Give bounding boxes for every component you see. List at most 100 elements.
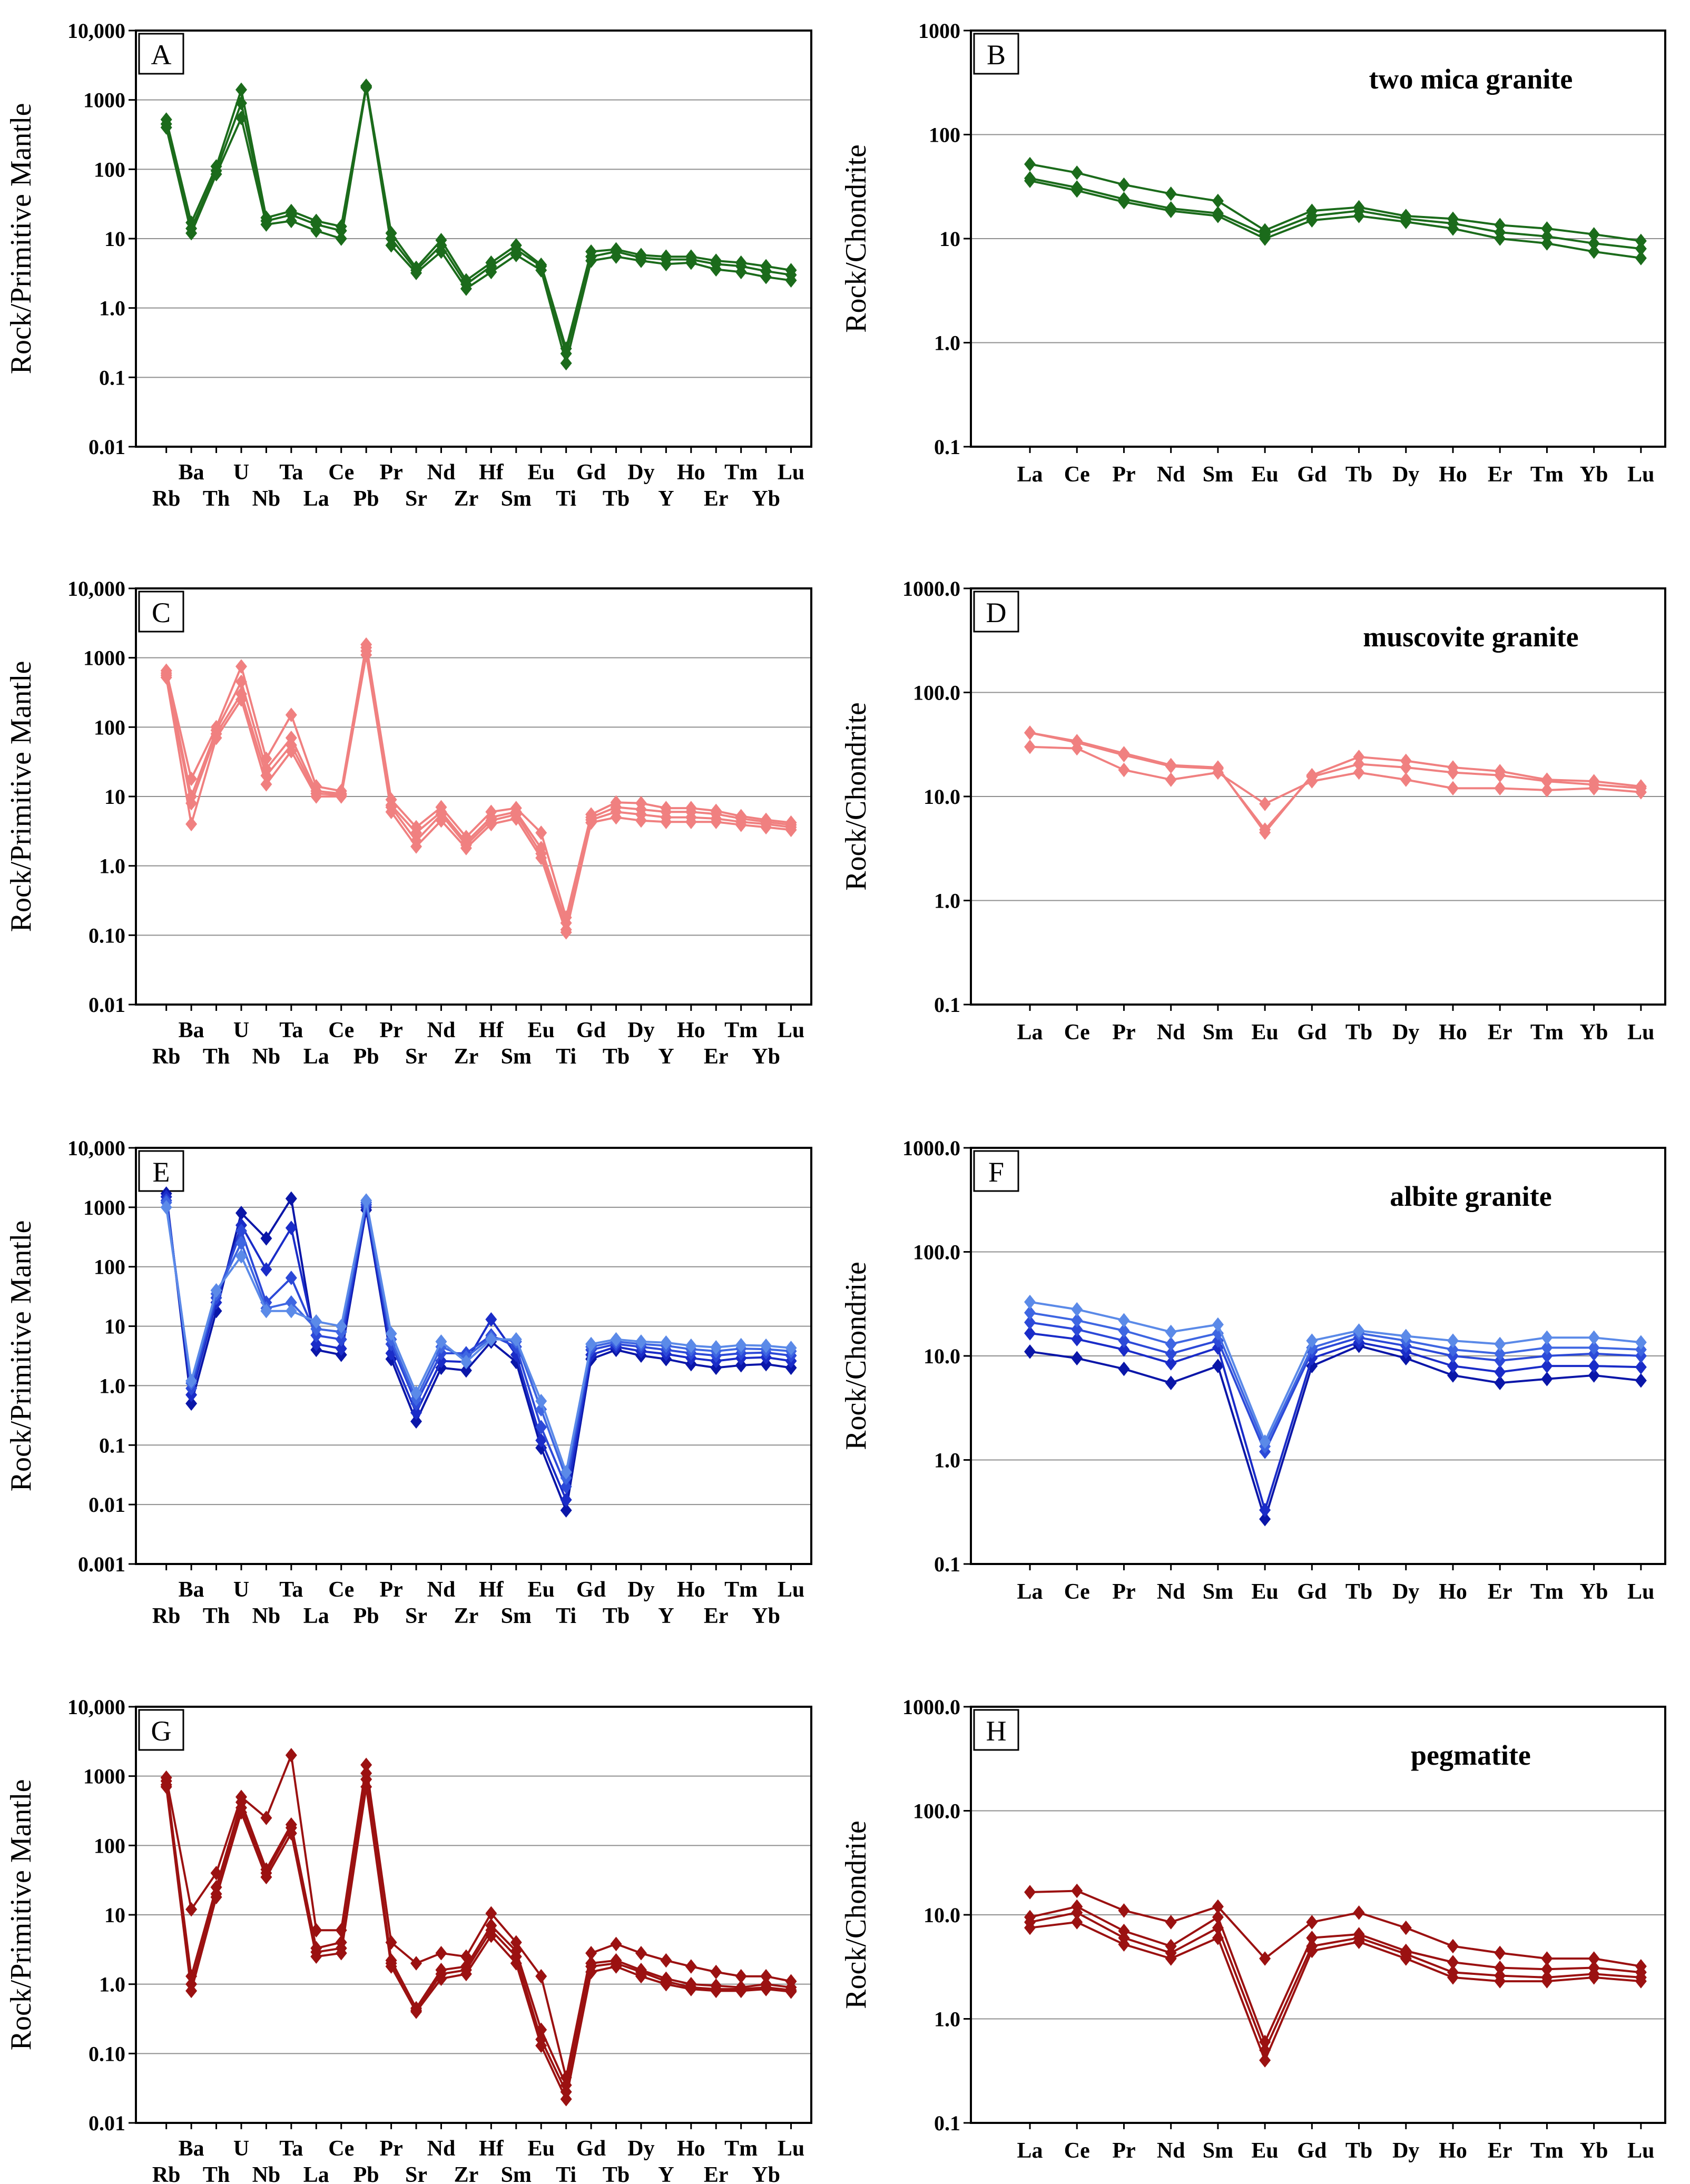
plot-frame: [970, 29, 1666, 448]
x-tick-label: Gd: [576, 1578, 606, 1602]
x-tick-label: Ba: [179, 1018, 204, 1042]
data-point: [235, 659, 247, 674]
data-point: [210, 1890, 222, 1905]
data-point: [1071, 1883, 1083, 1898]
x-tick-label: Y: [658, 2163, 674, 2184]
x-tick-label: Dy: [627, 2137, 654, 2161]
x-tick-label: Sr: [405, 2163, 427, 2184]
data-point: [285, 1304, 297, 1319]
y-tick-label: 10.0: [923, 785, 960, 809]
panel-title: muscovite granite: [1363, 621, 1578, 653]
x-tick-label: Sm: [501, 1604, 532, 1628]
series-2: [160, 1766, 797, 2093]
x-tick-label: Y: [658, 1045, 674, 1069]
data-point: [1400, 772, 1412, 787]
data-point: [760, 1982, 772, 1996]
x-tick-label: Pr: [379, 1018, 402, 1042]
data-point: [235, 1206, 247, 1221]
data-point: [1306, 213, 1318, 228]
x-tick-label: Nd: [427, 1578, 456, 1602]
y-tick-label: 0.1: [99, 1433, 125, 1457]
series-4: [160, 1779, 797, 2107]
data-point: [585, 253, 597, 268]
series-4: [160, 647, 797, 940]
x-tick-label: Sm: [1203, 1580, 1233, 1604]
x-tick-label: Ce: [328, 1578, 354, 1602]
data-point: [235, 1236, 247, 1251]
y-tick-label: 0.1: [934, 1552, 960, 1576]
data-point: [185, 1983, 198, 1999]
x-tick-label: Zr: [454, 487, 479, 511]
data-point: [1306, 774, 1318, 789]
y-tick-label: 100: [929, 123, 960, 147]
series-1: [1024, 156, 1647, 249]
x-tick-label: Lu: [778, 1018, 804, 1042]
data-point: [660, 257, 672, 272]
x-tick-label: Nd: [427, 460, 456, 485]
series-line: [1029, 1890, 1642, 1967]
data-point: [185, 1396, 198, 1411]
data-point: [710, 1964, 722, 1980]
series-line: [1029, 1921, 1642, 2062]
data-point: [585, 1964, 597, 1980]
x-tick-label: Nd: [427, 2137, 456, 2161]
data-point: [760, 820, 772, 835]
x-tick-label: Ho: [677, 460, 705, 485]
x-tick-label: Nd: [1157, 463, 1185, 487]
data-point: [1165, 1346, 1177, 1361]
series-line: [1029, 1312, 1641, 1448]
data-point: [635, 1969, 647, 1984]
y-tick-label: 1000.0: [902, 577, 960, 601]
panel-letter: B: [987, 39, 1006, 71]
data-point: [1118, 762, 1130, 778]
data-point: [285, 1826, 297, 1841]
x-tick-label: U: [233, 2137, 249, 2161]
x-tick-label: Nd: [1157, 2139, 1185, 2163]
panel-letter: D: [986, 597, 1007, 628]
x-tick-label: Pb: [353, 1045, 379, 1069]
data-point: [1541, 236, 1553, 251]
data-point: [435, 244, 447, 259]
x-tick-label: La: [1017, 463, 1043, 487]
series-line: [165, 646, 791, 924]
plot-frame: [135, 29, 812, 448]
data-point: [735, 1983, 747, 1999]
data-point: [1635, 233, 1647, 249]
x-tick-label: Yb: [1580, 1020, 1608, 1045]
data-point: [535, 850, 547, 865]
x-tick-label: Gd: [576, 460, 606, 485]
data-point: [285, 730, 297, 745]
data-point: [1494, 1945, 1506, 1961]
data-point: [535, 2038, 547, 2053]
data-point: [1118, 1323, 1130, 1338]
y-tick-label: 1.0: [99, 297, 125, 320]
x-tick-label: Zr: [454, 1045, 479, 1069]
data-point: [210, 166, 222, 182]
series-1: [160, 78, 797, 356]
data-point: [1447, 765, 1459, 780]
data-point: [485, 1332, 497, 1347]
data-point: [1306, 1915, 1318, 1930]
data-point: [560, 2092, 572, 2107]
data-point: [1118, 747, 1130, 763]
y-tick-label: 0.01: [89, 1493, 125, 1517]
series-1: [1024, 1339, 1647, 1527]
data-point: [710, 262, 722, 277]
data-point: [635, 253, 647, 268]
data-point: [1024, 1294, 1036, 1310]
x-tick-label: Eu: [1251, 1580, 1278, 1604]
data-point: [1118, 1313, 1130, 1328]
x-tick-label: Yb: [1580, 463, 1608, 487]
x-tick-label: Ta: [279, 1018, 303, 1042]
chart-panel-g: 0.01 0.10 1.0 10 100 1000 10,000 Rock/Primitive…: [5, 1695, 812, 2184]
x-tick-label: Tm: [724, 460, 758, 485]
series-1: [160, 1748, 797, 2085]
data-point: [1588, 236, 1600, 251]
series-line: [1029, 1344, 1642, 1520]
data-point: [1447, 1970, 1459, 1985]
x-tick-label: Er: [704, 1604, 729, 1628]
data-point: [685, 255, 697, 270]
data-point: [435, 1946, 447, 1961]
data-point: [1588, 1330, 1600, 1345]
data-point: [1635, 251, 1647, 265]
